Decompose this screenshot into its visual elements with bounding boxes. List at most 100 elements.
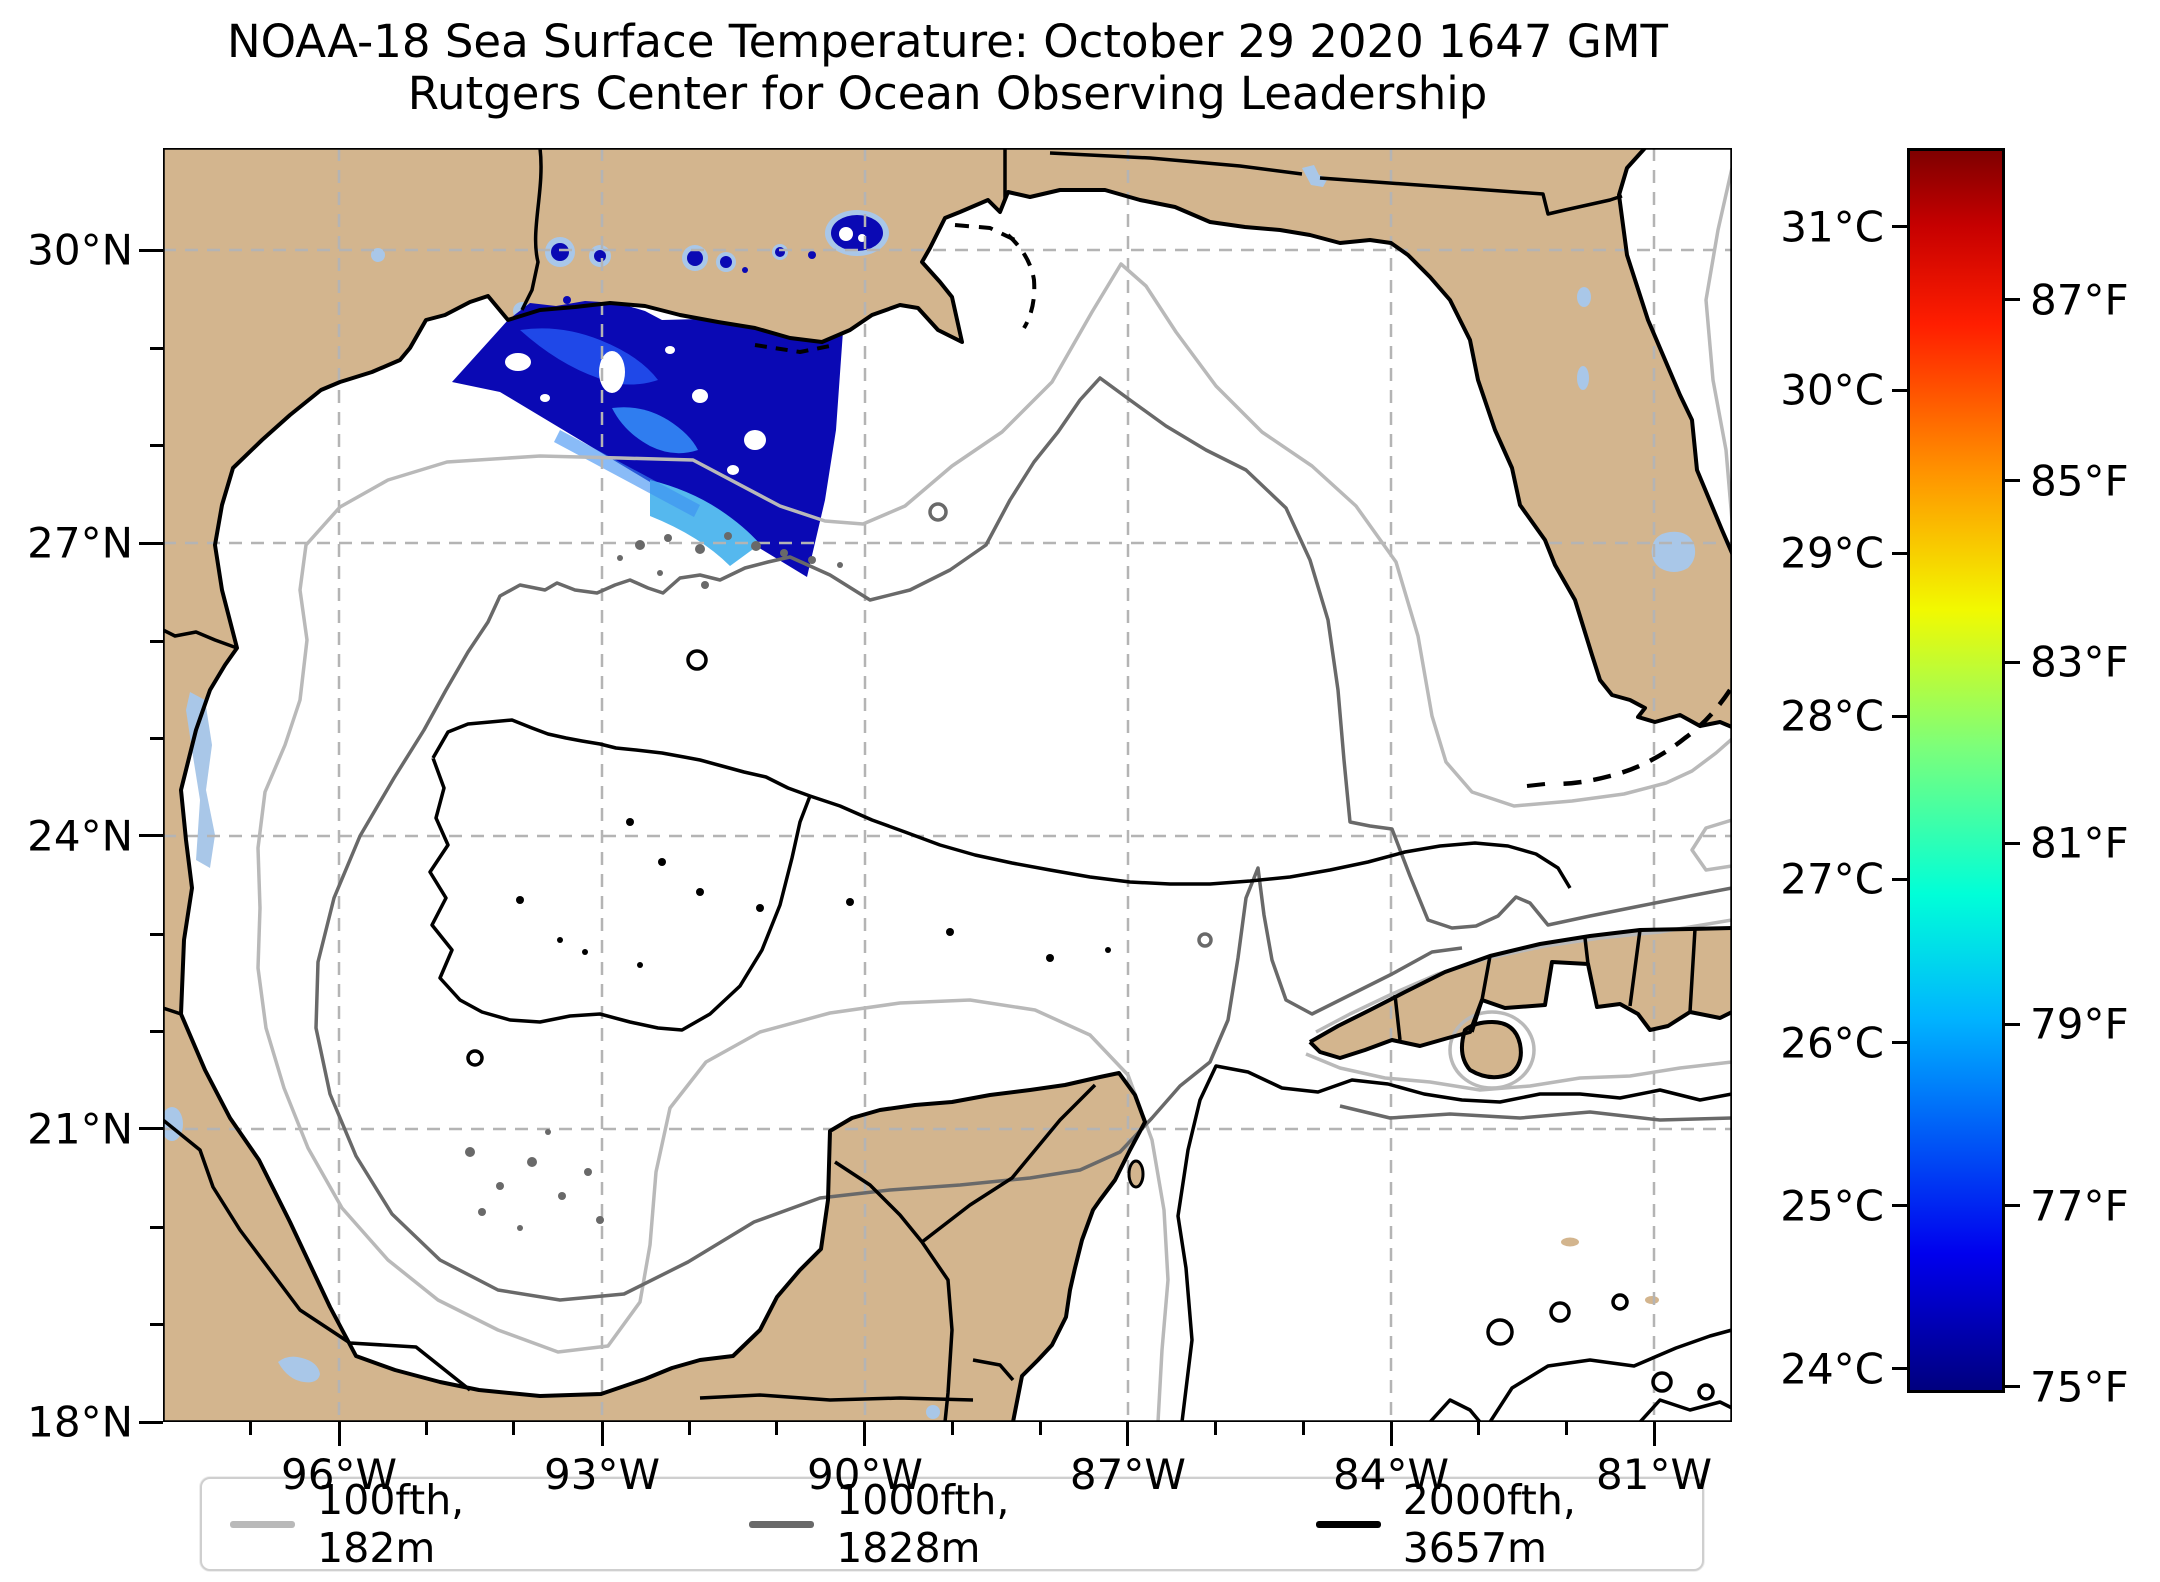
lon-tick-minor [424,1422,428,1435]
marquesas-key [1526,782,1546,788]
colorbar-label-fahrenheit: 77°F [2030,1181,2129,1231]
lon-tick-major [863,1422,867,1446]
cayman-island-west [1561,1237,1579,1247]
colorbar-tick-celsius [1892,1041,1907,1045]
bathymetry-legend: 100fth, 182m 1000fth, 1828m 2000fth, 365… [200,1476,1704,1572]
cayman-blob-5 [1697,1383,1715,1401]
colorbar-tick-celsius [1892,388,1907,392]
lon-tick-minor [775,1422,779,1435]
lat-tick-major [139,1127,163,1131]
colorbar-label-fahrenheit: 87°F [2030,275,2129,325]
contour-1000fth-caribbean [1339,1104,1732,1122]
colorbar-tick-celsius [1892,225,1907,229]
mississippi-sound-barrier [954,223,1016,242]
lon-tick-label: 84°W [1333,1450,1450,1499]
contour-100fth-atlantic [1704,167,1732,521]
political-borders [163,148,1697,1422]
lon-tick-major [600,1422,604,1446]
colorbar-label-celsius: 29°C [1780,528,1884,578]
lat-tick-major [139,541,163,545]
cayman-blob-3 [1611,1293,1629,1311]
lat-tick-label: 21°N [27,1104,133,1154]
us-mexico-border [163,628,238,650]
lake-pontchartrain-sst [831,215,883,251]
colorbar-label-fahrenheit: 85°F [2030,456,2129,506]
lat-tick-label: 18°N [27,1397,133,1447]
belize-border [972,1358,1015,1382]
colorbar-label-fahrenheit: 75°F [2030,1362,2129,1412]
colorbar-label-fahrenheit: 81°F [2030,818,2129,868]
legend-item-1000fth: 1000fth, 1828m [749,1476,1136,1572]
lat-tick-minor [150,444,163,448]
contour-1000fth [314,376,1732,1302]
lat-tick-major [139,834,163,838]
texas-louisiana-border [520,148,543,311]
contour-2000fth [428,649,1732,1422]
lon-tick-label: 93°W [544,1450,660,1499]
lake-sst-fills [551,215,883,304]
mexico-state-border-1 [163,1006,182,1016]
lat-tick-minor [150,346,163,350]
contour-100fth-juventud [1448,1010,1536,1090]
campeche-lagoon [926,1405,940,1419]
sst-patch-mid [612,407,698,454]
cayman-blob-2 [1549,1301,1571,1323]
colorbar-tick-fahrenheit [2005,1385,2020,1389]
lon-tick-minor [249,1422,253,1435]
lon-tick-label: 90°W [806,1450,923,1499]
colorbar-label-celsius: 26°C [1780,1018,1884,1068]
lon-tick-major [1126,1422,1130,1446]
lon-tick-minor [1477,1422,1480,1435]
map-frame [163,148,1732,1422]
knoll-dots [516,818,1111,968]
cloud-holes [505,346,766,475]
lake-seminole [1302,165,1328,187]
colorbar-label-celsius: 31°C [1780,202,1884,252]
colorbar-label-celsius: 28°C [1780,691,1884,741]
legend-line-100fth-icon [230,1520,296,1528]
legend-line-2000fth-icon [1315,1520,1381,1528]
temperature-colorbar [1907,148,2005,1393]
yucatan-channel-wall [1176,1064,1732,1422]
colorbar-label-celsius: 25°C [1780,1181,1884,1231]
colorbar-tick-celsius [1892,551,1907,555]
cayman-blob-1 [1486,1318,1514,1346]
florida-keys [1554,688,1732,787]
georgia-florida-border [1319,176,1623,216]
cayman-blob-4 [1651,1371,1673,1393]
title-line-1: NOAA-18 Sea Surface Temperature: October… [226,15,1669,68]
cozumel-stroke [1127,1159,1145,1189]
chandeleur-islands [1006,233,1037,330]
mexico-state-border-2 [163,1118,472,1392]
gulf-of-mexico-map [163,148,1732,1422]
lat-tick-major [139,248,163,252]
north-america-mexico-land [163,148,1732,1422]
lon-tick-minor [687,1422,691,1435]
colorbar-tick-fahrenheit [2005,298,2020,302]
colorbar-tick-celsius [1892,877,1907,881]
coastline-stroke [179,148,1732,1422]
colorbar-tick-celsius [1892,714,1907,718]
florida-lake-1 [1577,287,1591,307]
colorbar-tick-fahrenheit [2005,841,2020,845]
coastline-layer [179,148,1732,1422]
lon-tick-minor [1213,1422,1217,1435]
contour-100fth-cay-sal [1690,818,1732,872]
lat-tick-minor [150,1030,163,1034]
laguna-terminos [278,1356,320,1383]
lat-tick-minor [150,932,163,936]
colorbar-tick-celsius [1892,1367,1907,1371]
lat-tick-label: 24°N [27,811,133,861]
lon-tick-minor [1564,1422,1568,1435]
legend-label-1000fth: 1000fth, 1828m [836,1476,1010,1572]
lat-tick-minor [150,737,163,741]
colorbar-tick-fahrenheit [2005,479,2020,483]
title-line-2: Rutgers Center for Ocean Observing Leade… [407,66,1488,120]
lon-tick-major [1652,1422,1656,1446]
lon-tick-major [1389,1422,1393,1446]
lon-tick-label: 81°W [1596,1450,1712,1499]
cuba-province-borders [1393,928,1697,1041]
lat-tick-major [139,1420,163,1424]
lat-tick-minor [150,1323,163,1327]
